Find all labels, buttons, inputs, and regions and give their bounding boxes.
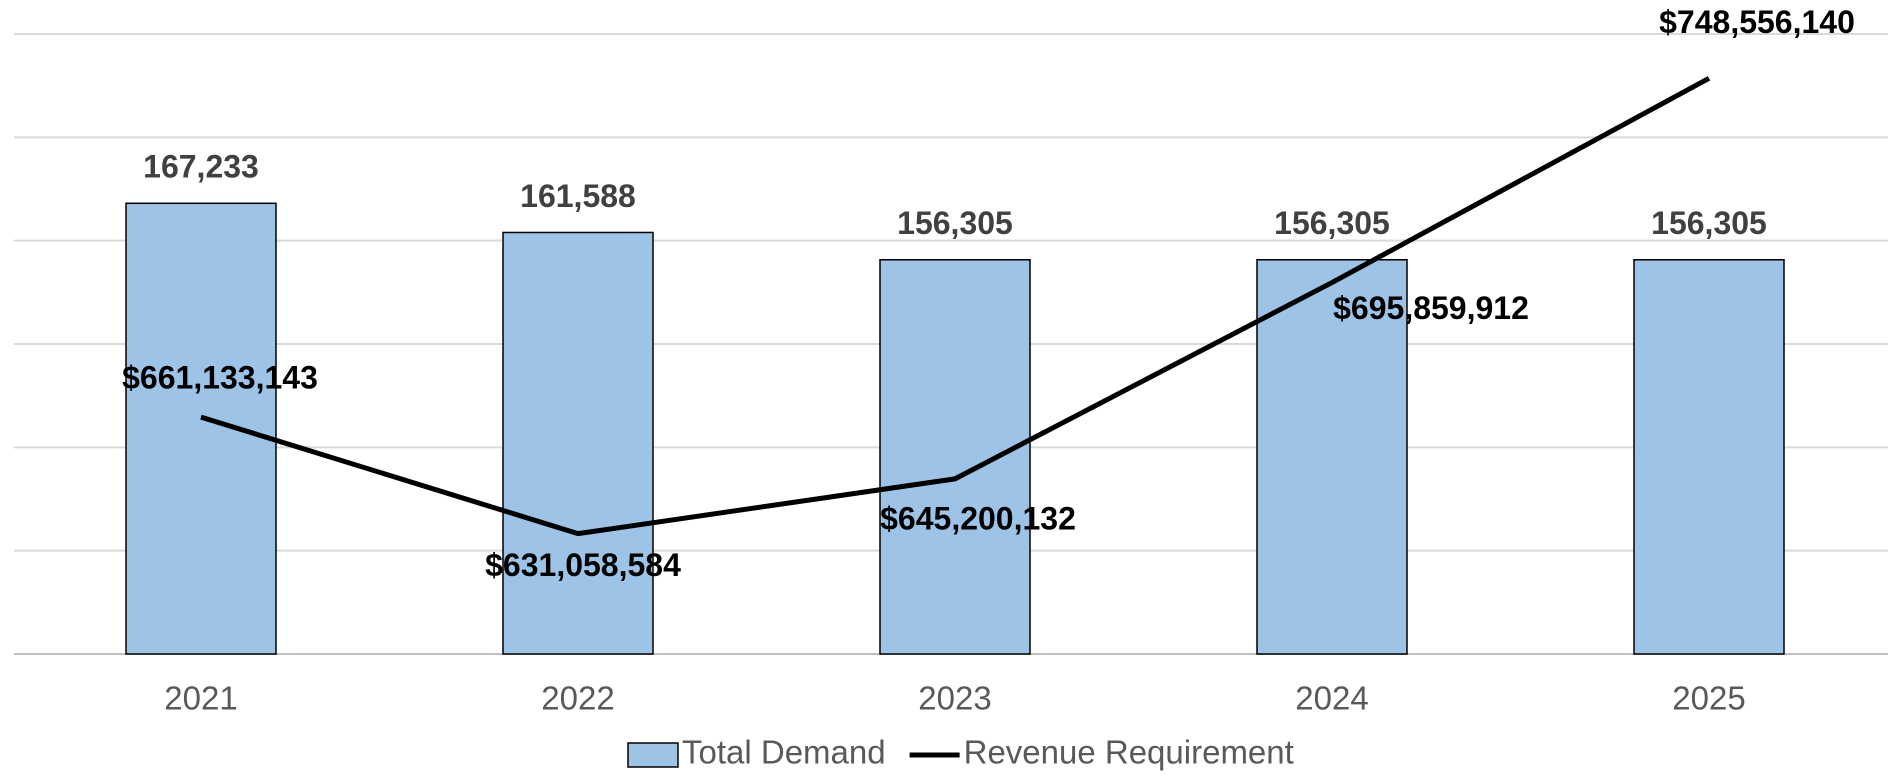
legend-label: Revenue Requirement <box>964 734 1294 771</box>
x-tick-label: 2023 <box>918 680 991 717</box>
x-tick-label: 2022 <box>541 680 614 717</box>
bar <box>502 231 654 655</box>
bar <box>1256 259 1408 655</box>
bar-value-label: 156,305 <box>1651 205 1767 241</box>
x-tick-label: 2025 <box>1672 680 1745 717</box>
line-value-label: $631,058,584 <box>485 547 681 583</box>
bar-value-label: 156,305 <box>897 205 1013 241</box>
bar-value-label: 156,305 <box>1274 205 1390 241</box>
line-value-label: $645,200,132 <box>880 500 1076 536</box>
legend-label: Total Demand <box>682 734 886 771</box>
line-value-label: $695,859,912 <box>1333 290 1529 326</box>
x-tick-label: 2021 <box>164 680 237 717</box>
bar-value-label: 161,588 <box>520 178 636 214</box>
bar-value-label: 167,233 <box>143 149 259 185</box>
x-tick-label: 2024 <box>1295 680 1368 717</box>
bar <box>125 202 277 655</box>
legend-swatch <box>627 742 679 768</box>
bar <box>879 259 1031 655</box>
line-series <box>200 76 1711 537</box>
bar <box>1633 259 1785 655</box>
line-value-label: $661,133,143 <box>122 360 318 396</box>
line-value-label: $748,556,140 <box>1659 4 1855 40</box>
